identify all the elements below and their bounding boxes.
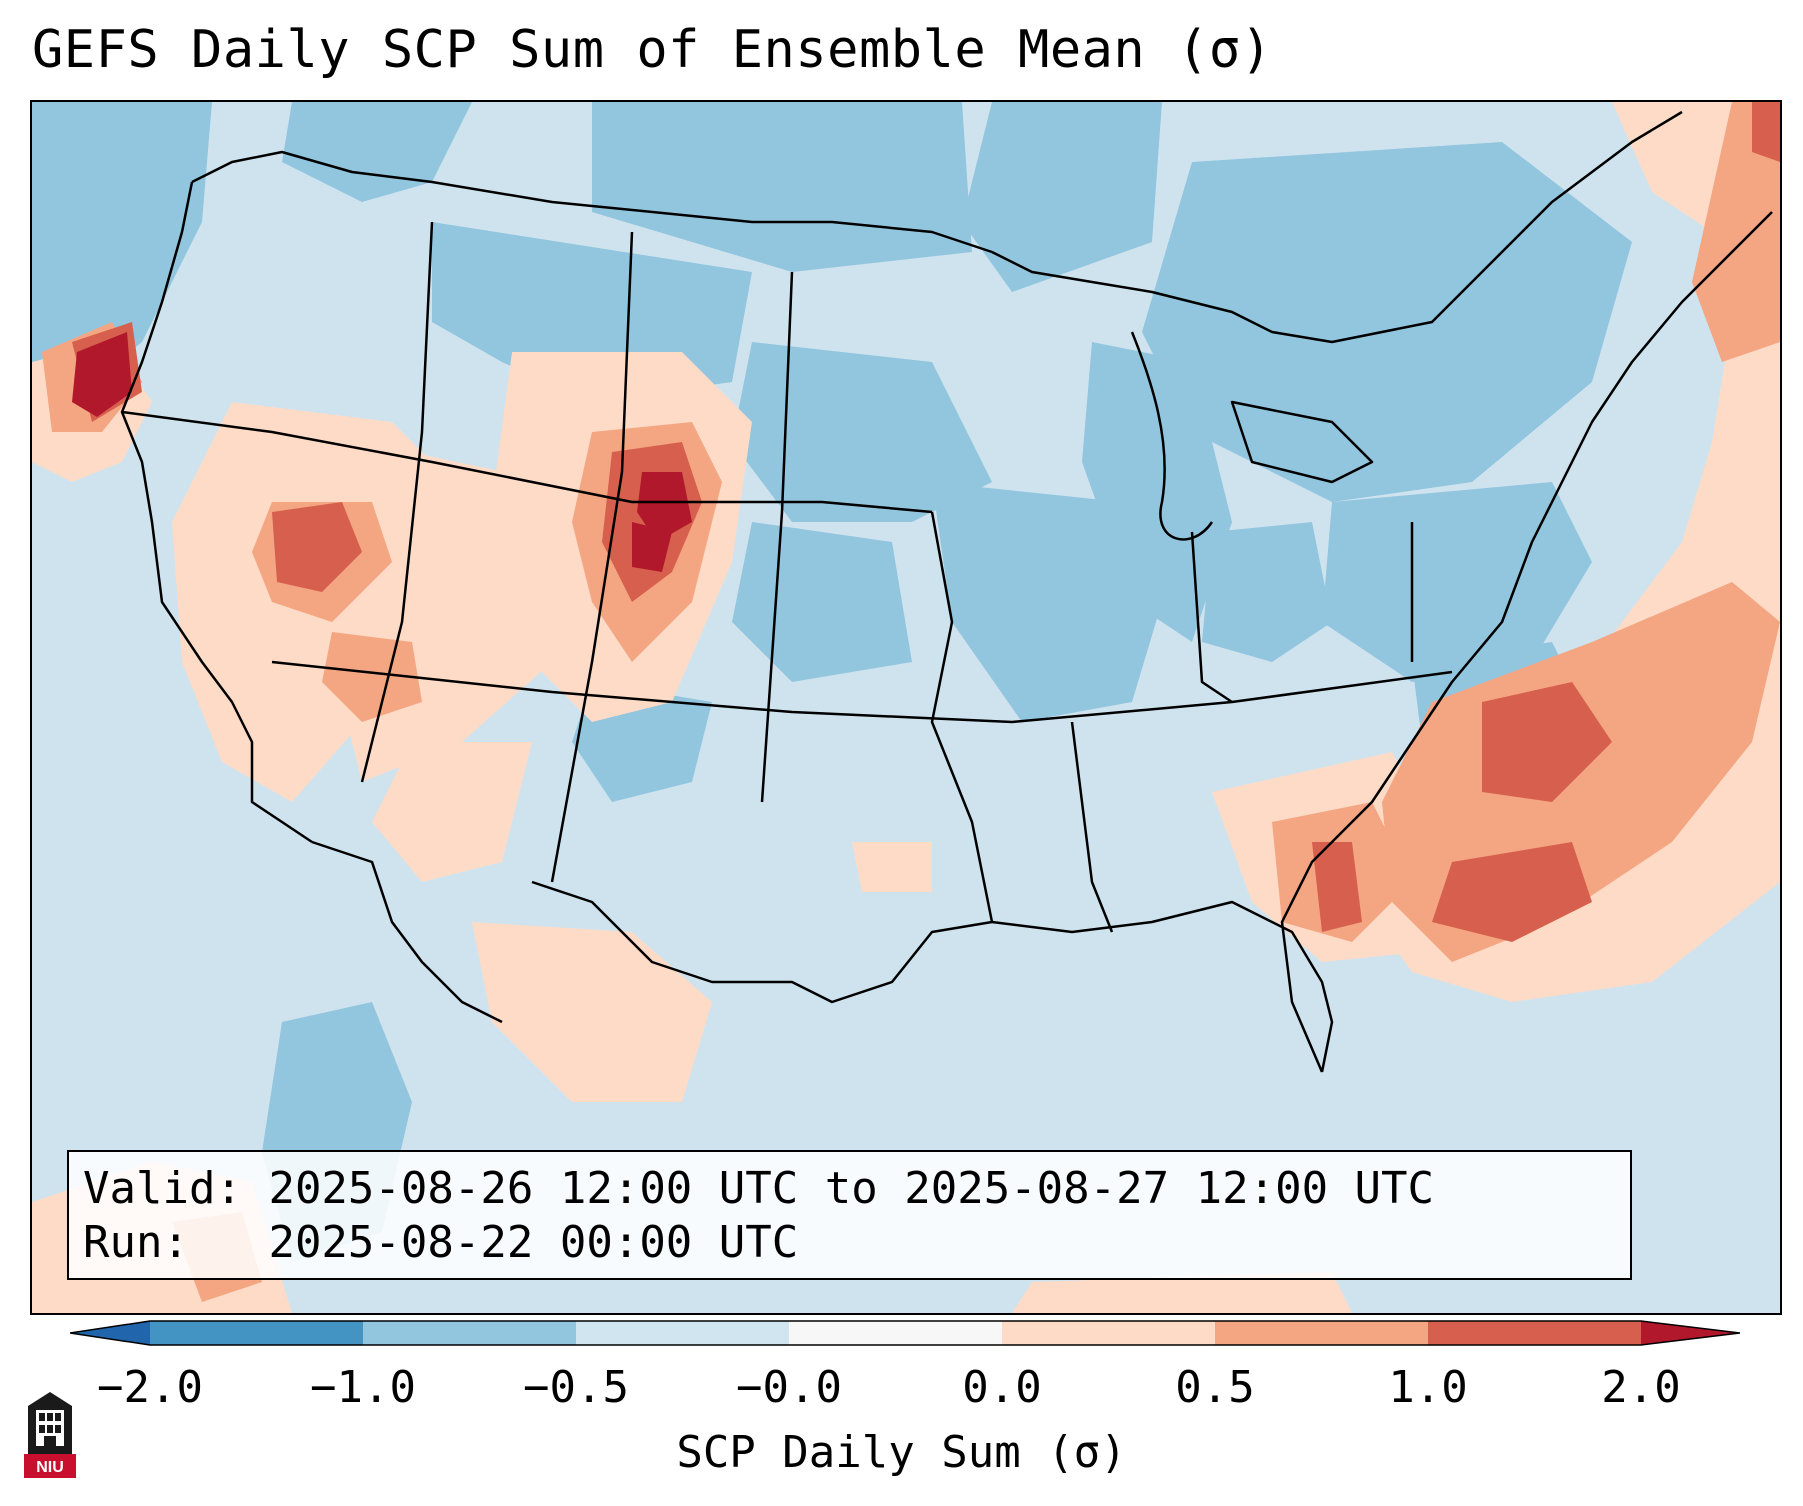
- baja-coast: [311, 840, 503, 1024]
- colorbar-tick-label: −2.0: [97, 1362, 203, 1413]
- niu-logo-icon: NIU: [24, 1392, 76, 1478]
- valid-label: Valid:: [83, 1163, 242, 1214]
- colorbar-segment: [1002, 1321, 1215, 1345]
- colorbar-segment: [363, 1321, 576, 1345]
- lake-michigan: [1130, 331, 1214, 541]
- state-line-1: [121, 410, 933, 514]
- colorbar-tick-label: −0.0: [736, 1362, 842, 1413]
- colorbar-segment: [1215, 1321, 1428, 1345]
- state-line-2: [360, 221, 434, 783]
- run-value: 2025-08-22 00:00 UTC: [268, 1217, 799, 1268]
- colorbar-tick-label: 1.0: [1388, 1362, 1468, 1413]
- us-canada-border: [191, 150, 993, 254]
- colorbar-extend-high: [1641, 1321, 1740, 1345]
- colorbar-outline: [70, 1320, 1740, 1346]
- valid-run-info: Valid: 2025-08-26 12:00 UTC to 2025-08-2…: [67, 1150, 1632, 1280]
- state-line-6: [1070, 721, 1114, 933]
- colorbar-extend-low: [70, 1321, 150, 1345]
- state-line-3: [550, 231, 634, 883]
- atlantic-coast: [1280, 211, 1773, 1073]
- colorbar-tick-label: 2.0: [1601, 1362, 1681, 1413]
- colorbar-tick-label: −0.5: [523, 1362, 629, 1413]
- colorbar-segment: [1428, 1321, 1641, 1345]
- colorbar-tick-label: 0.0: [962, 1362, 1042, 1413]
- scp-map: [32, 102, 1780, 1313]
- run-label: Run:: [83, 1217, 189, 1268]
- logo-text: NIU: [36, 1459, 64, 1476]
- colorbar-tick-label: 0.5: [1175, 1362, 1255, 1413]
- gulf-coast: [531, 880, 1334, 1073]
- state-line-4: [760, 271, 794, 803]
- colorbar-segment: [576, 1321, 789, 1345]
- map-panel: [30, 100, 1782, 1315]
- colorbar-tick-label: −1.0: [310, 1362, 416, 1413]
- colorbar: [70, 1320, 1740, 1346]
- chart-title: GEFS Daily SCP Sum of Ensemble Mean (σ): [32, 20, 1273, 80]
- boundaries: [120, 110, 1773, 1073]
- state-line-7: [1190, 531, 1233, 704]
- state-line-9: [930, 511, 994, 923]
- anomaly-extreme-positive-fields: [72, 332, 692, 572]
- colorbar-segment: [789, 1321, 1002, 1345]
- colorbar-segment: [150, 1321, 363, 1345]
- valid-value: 2025-08-26 12:00 UTC to 2025-08-27 12:00…: [268, 1163, 1435, 1214]
- west-coast: [120, 181, 313, 844]
- lake-huron-erie: [1230, 400, 1374, 484]
- state-line-5: [271, 660, 1453, 724]
- great-lakes-northeast-border: [991, 110, 1683, 344]
- colorbar-label: SCP Daily Sum (σ): [676, 1427, 1127, 1478]
